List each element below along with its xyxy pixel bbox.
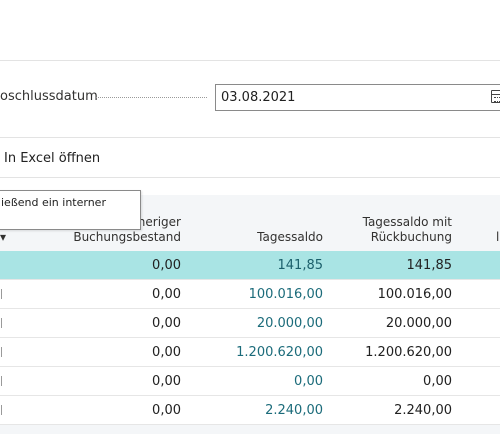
field-leader-dots: [95, 97, 207, 98]
row-marker: [0, 289, 2, 299]
daily-balance-link[interactable]: 141,85: [277, 258, 324, 273]
table-row[interactable]: 0,00 100.016,00 100.016,00: [0, 280, 500, 309]
row-marker: [0, 318, 2, 328]
table-row[interactable]: 0,00 1.200.620,00 1.200.620,00: [0, 338, 500, 367]
column-header-daily-balance[interactable]: Tagessaldo: [257, 230, 323, 244]
daily-balance-reversal-cell: 20.000,00: [385, 316, 452, 331]
daily-balance-link[interactable]: 0,00: [294, 374, 323, 389]
booking-balance-cell: 0,00: [152, 287, 181, 302]
daily-balance-reversal-cell: 2.240,00: [394, 403, 452, 418]
top-divider: [0, 60, 500, 61]
tooltip-text: ießend ein interner: [1, 196, 106, 209]
table-row[interactable]: 0,00 2.240,00 2.240,00: [0, 396, 500, 425]
daily-balance-link[interactable]: 2.240,00: [265, 403, 323, 418]
closing-date-field[interactable]: [215, 84, 500, 111]
booking-balance-cell: 0,00: [152, 258, 181, 273]
closing-date-input[interactable]: [216, 85, 476, 110]
table-row[interactable]: 0,00 0,00 0,00: [0, 367, 500, 396]
daily-balance-reversal-cell: 1.200.620,00: [365, 345, 452, 360]
daily-balance-link[interactable]: 1.200.620,00: [236, 345, 323, 360]
booking-balance-cell: 0,00: [152, 345, 181, 360]
daily-balance-reversal-cell: 100.016,00: [377, 287, 452, 302]
open-in-excel-button[interactable]: In Excel öffnen: [4, 151, 101, 166]
booking-balance-cell: 0,00: [152, 316, 181, 331]
table-row[interactable]: 0,00 141,85 141,85: [0, 251, 500, 280]
column-tooltip: ießend ein interner: [0, 190, 141, 230]
closing-date-label: oschlussdatum: [0, 89, 98, 104]
booking-balance-cell: 0,00: [152, 374, 181, 389]
daily-balance-link[interactable]: 100.016,00: [248, 287, 323, 302]
daily-balance-link[interactable]: 20.000,00: [256, 316, 323, 331]
row-marker: [0, 376, 2, 386]
daily-balance-reversal-cell: 0,00: [423, 374, 452, 389]
column-options-chevron-icon[interactable]: ▾: [0, 230, 7, 244]
column-header-booking-balance[interactable]: heriger Buchungsbestand: [73, 215, 181, 244]
table-row[interactable]: 0,00 20.000,00 20.000,00: [0, 309, 500, 338]
row-marker: [0, 405, 2, 415]
calendar-icon[interactable]: [491, 90, 500, 103]
actions-divider: [0, 177, 500, 178]
daily-balance-reversal-cell: 141,85: [406, 258, 453, 273]
booking-balance-cell: 0,00: [152, 403, 181, 418]
column-header-daily-balance-reversal[interactable]: Tagessaldo mit Rückbuchung: [362, 215, 452, 244]
row-marker: [0, 347, 2, 357]
column-header-next[interactable]: l: [496, 230, 500, 244]
section-divider: [0, 137, 500, 138]
